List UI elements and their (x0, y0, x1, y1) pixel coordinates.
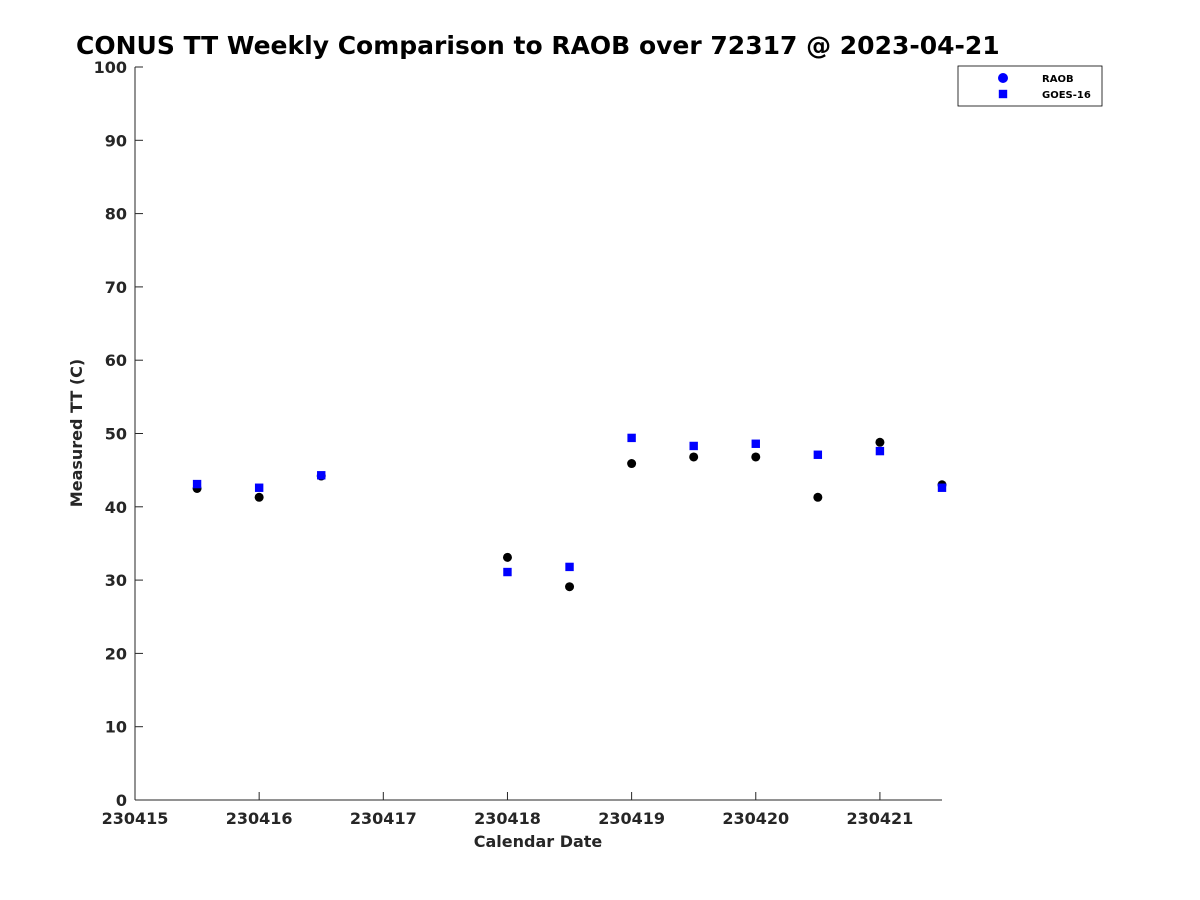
y-tick-label: 50 (105, 425, 127, 444)
data-series (192, 433, 947, 592)
y-tick-label: 30 (105, 571, 127, 590)
data-point (565, 562, 574, 572)
y-tick-label: 90 (105, 131, 127, 150)
y-axis-ticks: 0 10 20 30 40 50 60 70 80 90 100 (94, 58, 143, 810)
y-tick-label: 70 (105, 278, 127, 297)
y-tick-label: 20 (105, 644, 127, 663)
y-tick-label: 40 (105, 498, 127, 517)
y-tick-label: 100 (94, 58, 127, 77)
x-tick-label: 230417 (350, 809, 417, 828)
y-tick-label: 80 (105, 205, 127, 224)
plot-axes (134, 67, 942, 801)
x-tick-label: 230421 (847, 809, 914, 828)
x-tick-label: 230418 (474, 809, 541, 828)
legend-marker (998, 73, 1008, 83)
x-tick-label: 230420 (722, 809, 789, 828)
chart-title: CONUS TT Weekly Comparison to RAOB over … (76, 31, 1000, 60)
x-axis-label: Calendar Date (474, 832, 603, 851)
data-point (875, 437, 885, 447)
data-point (751, 439, 760, 448)
data-point (565, 582, 575, 592)
y-axis-label: Measured TT (C) (67, 359, 86, 507)
legend-box (957, 65, 1103, 107)
data-point (751, 452, 761, 462)
data-point (192, 479, 202, 489)
series-goes-16 (192, 433, 947, 577)
x-tick-label: 230415 (102, 809, 169, 828)
y-tick-label: 60 (105, 351, 127, 370)
data-point (503, 567, 512, 577)
x-tick-label: 230416 (226, 809, 293, 828)
legend-label: GOES-16 (1042, 90, 1091, 101)
data-point (813, 492, 823, 502)
y-tick-label: 10 (105, 718, 127, 737)
data-point (627, 459, 637, 469)
y-tick-label: 0 (116, 791, 127, 810)
data-point (689, 452, 699, 462)
data-point (689, 441, 698, 451)
legend-marker (998, 89, 1008, 99)
x-axis-ticks: 230415 230416 230417 230418 230419 230420 2304… (102, 792, 914, 828)
legend: RAOB GOES-16 (957, 65, 1103, 107)
x-tick-label: 230419 (598, 809, 665, 828)
data-point (317, 471, 326, 480)
data-point (813, 450, 823, 459)
data-point (254, 483, 264, 492)
data-point (254, 492, 264, 502)
data-point (937, 483, 947, 492)
legend-label: RAOB (1042, 74, 1074, 85)
data-point (627, 433, 636, 443)
data-point (875, 446, 885, 456)
data-point (502, 552, 512, 562)
